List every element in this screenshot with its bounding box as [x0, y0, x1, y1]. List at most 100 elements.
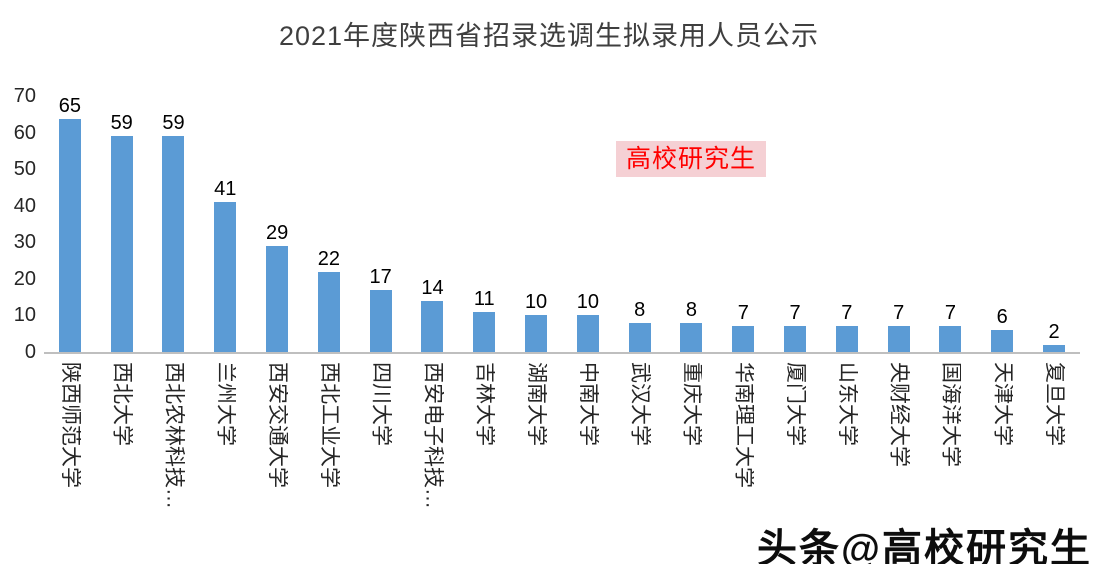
bar: [369, 290, 392, 352]
y-axis-tick-label: 30: [13, 231, 36, 254]
category-label-cell: 复旦大学: [1028, 362, 1080, 509]
category-label: 华南理工大学: [732, 362, 755, 488]
bar: [732, 326, 755, 352]
bar-value-label: 7: [737, 302, 749, 324]
bar-value-label: 7: [944, 302, 956, 324]
bar-value-label: 8: [685, 299, 698, 321]
bar: [576, 315, 599, 352]
bar-column: 22: [303, 96, 355, 352]
category-label-cell: 兰州大学: [199, 362, 251, 509]
bar: [162, 136, 185, 352]
category-label-cell: 重庆大学: [666, 362, 718, 509]
y-axis-tick-label: 0: [24, 341, 36, 363]
category-label: 兰州大学: [214, 362, 237, 446]
category-label: 央财经大学: [887, 362, 910, 467]
category-label-cell: 湖南大学: [510, 362, 562, 509]
bar: [473, 312, 496, 352]
category-label: 中南大学: [576, 362, 599, 446]
bar-value-label: 59: [110, 112, 133, 134]
bar-column: 11: [458, 96, 510, 352]
bar-column: 59: [96, 96, 148, 352]
category-label: 吉林大学: [473, 362, 496, 446]
bar-column: 29: [251, 96, 303, 352]
category-label-cell: 山东大学: [821, 362, 873, 509]
bar-column: 8: [666, 96, 718, 352]
category-label-cell: 四川大学: [355, 362, 407, 509]
category-label: 西安电子科技…: [421, 362, 444, 509]
bar-column: 7: [821, 96, 873, 352]
category-label-cell: 中南大学: [562, 362, 614, 509]
bar-column: 6: [976, 96, 1028, 352]
bar: [317, 272, 340, 352]
bar-value-label: 41: [214, 178, 237, 200]
bar-value-label: 59: [162, 112, 185, 134]
bar: [835, 326, 858, 352]
bar-column: 7: [769, 96, 821, 352]
category-label: 重庆大学: [680, 362, 703, 446]
category-label: 复旦大学: [1043, 362, 1066, 446]
category-label-cell: 华南理工大学: [717, 362, 769, 509]
category-label: 天津大学: [991, 362, 1014, 446]
bar-value-label: 8: [634, 299, 646, 321]
category-label: 武汉大学: [628, 362, 651, 446]
category-label-cell: 西安交通大学: [251, 362, 303, 509]
category-label: 国海洋大学: [939, 362, 962, 467]
bar: [887, 326, 910, 352]
bar-column: 65: [44, 96, 96, 352]
y-axis-tick-label: 50: [13, 158, 36, 181]
bar-column: 7: [925, 96, 977, 352]
bar: [939, 326, 962, 352]
bar-column: 59: [148, 96, 200, 352]
category-label: 陕西师范大学: [58, 362, 81, 488]
y-axis-tick-label: 20: [13, 267, 36, 290]
bar-column: 10: [510, 96, 562, 352]
bar-value-label: 14: [421, 277, 444, 299]
category-label-cell: 央财经大学: [873, 362, 925, 509]
category-label-cell: 西安电子科技…: [407, 362, 459, 509]
chart-title: 2021年度陕西省招录选调生拟录用人员公示: [278, 21, 820, 51]
bar: [784, 326, 807, 352]
bar-column: 7: [873, 96, 925, 352]
bar: [525, 315, 548, 352]
category-label-cell: 西北工业大学: [303, 362, 355, 509]
bar: [680, 323, 703, 352]
bar-column: 2: [1028, 96, 1080, 352]
category-label-cell: 厦门大学: [769, 362, 821, 509]
bar-column: 14: [407, 96, 459, 352]
bar-value-label: 2: [1048, 321, 1060, 343]
bar: [1043, 345, 1066, 352]
bar: [58, 119, 81, 352]
y-axis-tick-label: 10: [13, 304, 36, 327]
bar-value-label: 7: [789, 302, 801, 324]
bar-value-label: 10: [576, 291, 599, 313]
category-label: 厦门大学: [784, 362, 807, 446]
bar-value-label: 10: [524, 291, 548, 313]
bar-value-label: 17: [369, 266, 392, 288]
bar-value-label: 6: [996, 306, 1008, 328]
category-label: 西北农林科技…: [162, 362, 185, 509]
bar-column: 8: [614, 96, 666, 352]
bar-column: 7: [717, 96, 769, 352]
category-label: 西安交通大学: [266, 362, 289, 488]
center-watermark: 高校研究生: [616, 141, 767, 177]
category-label: 四川大学: [369, 362, 392, 446]
category-label-cell: 吉林大学: [458, 362, 510, 509]
bar-value-label: 22: [317, 248, 340, 270]
y-axis-tick-label: 60: [13, 121, 36, 144]
plot-area: 65 59 59 41 29 22 17 14 11 10 10 8 8 7 7 7 7 7 6 2 0 10 20 30 4…: [14, 86, 1080, 362]
category-label-cell: 武汉大学: [614, 362, 666, 509]
bar-series: 65 59 59 41 29 22 17 14 11 10 10 8 8 7 7 7 7 7 6 2: [44, 96, 1080, 352]
category-label: 湖南大学: [525, 362, 548, 446]
x-axis-category-labels: 陕西师范大学 西北大学 西北农林科技… 兰州大学 西安交通大学 西北工业大学 四川大学 西安电…: [44, 362, 1080, 509]
bar-column: 41: [199, 96, 251, 352]
category-label: 山东大学: [835, 362, 858, 446]
bar: [628, 323, 651, 352]
category-label-cell: 国海洋大学: [925, 362, 977, 509]
bar-value-label: 7: [841, 302, 853, 324]
bottom-right-watermark: 头条@高校研究生: [756, 527, 1092, 564]
bar: [110, 136, 133, 352]
category-label: 西北大学: [110, 362, 133, 446]
bar-value-label: 29: [265, 222, 289, 244]
bar-value-label: 11: [473, 288, 495, 310]
